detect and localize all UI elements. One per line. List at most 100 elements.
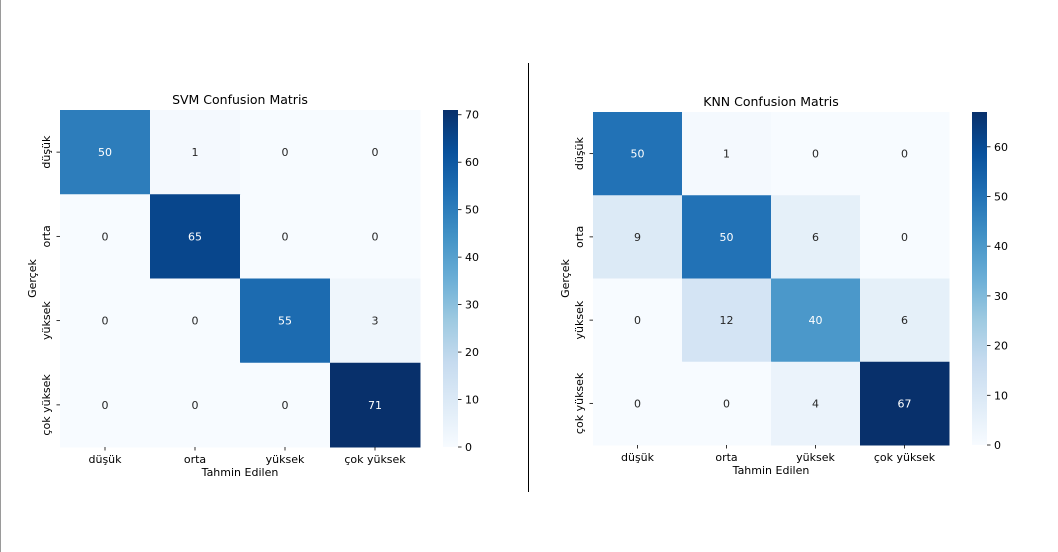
heatmap-cell (771, 278, 861, 363)
heatmap-cell (593, 361, 683, 446)
cell-value-label: 1 (192, 146, 199, 159)
colorbar-tick-label: 50 (994, 190, 1008, 203)
y-axis-label: Gerçek (26, 258, 39, 297)
cell-value-label: 50 (631, 148, 645, 161)
heatmap-cell (240, 194, 331, 279)
heatmap-cell (682, 278, 772, 363)
colorbar-tick-label: 70 (465, 109, 479, 122)
colorbar-tick-label: 50 (465, 204, 479, 217)
colorbar (443, 110, 458, 447)
x-axis-label: Tahmin Edilen (201, 466, 279, 479)
y-axis-label: Gerçek (559, 258, 572, 297)
x-tick-label: düşük (88, 453, 122, 466)
colorbar-tick-label: 0 (994, 439, 1001, 452)
cell-value-label: 12 (720, 314, 734, 327)
x-tick-label: yüksek (266, 453, 305, 466)
y-tick-label: yüksek (40, 301, 53, 340)
cell-value-label: 0 (282, 230, 289, 243)
colorbar-tick-label: 30 (994, 290, 1008, 303)
cell-value-label: 50 (720, 231, 734, 244)
heatmap-cell (330, 278, 421, 364)
y-tick-label: yüksek (573, 300, 586, 339)
cell-value-label: 0 (372, 146, 379, 159)
cell-value-label: 0 (901, 231, 908, 244)
x-tick-label: orta (715, 451, 737, 464)
cell-value-label: 0 (634, 314, 641, 327)
heatmap-cell (593, 195, 683, 279)
cell-value-label: 0 (282, 399, 289, 412)
heatmap-cell (150, 110, 241, 195)
x-tick-label: çok yüksek (874, 451, 936, 464)
x-tick-label: düşük (621, 451, 655, 464)
cell-value-label: 71 (368, 399, 382, 412)
x-axis-label: Tahmin Edilen (732, 464, 810, 477)
cell-value-label: 0 (102, 315, 109, 328)
heatmap-cell (150, 362, 241, 448)
y-tick-label: düşük (573, 136, 586, 170)
cell-value-label: 0 (812, 148, 819, 161)
heatmap-cell (593, 112, 683, 196)
colorbar-tick-label: 20 (994, 340, 1008, 353)
colorbar-tick-label: 10 (994, 389, 1008, 402)
heatmap-cell (60, 362, 151, 448)
heatmap-cell (240, 362, 331, 448)
heatmap-cell (240, 278, 331, 364)
cell-value-label: 0 (192, 315, 199, 328)
y-tick-label: çok yüksek (573, 372, 586, 434)
heatmap-cell (150, 194, 241, 279)
y-tick-label: düşük (40, 135, 53, 169)
cell-value-label: 0 (102, 230, 109, 243)
heatmap-cell (150, 278, 241, 364)
window-left-edge (0, 0, 1, 552)
cell-value-label: 50 (98, 146, 112, 159)
cell-value-label: 55 (278, 315, 292, 328)
heatmap-cell (682, 112, 772, 196)
cell-value-label: 0 (372, 230, 379, 243)
cell-value-label: 4 (812, 397, 819, 410)
cell-value-label: 65 (188, 230, 202, 243)
colorbar-tick-label: 20 (465, 346, 479, 359)
heatmap-cell (330, 362, 421, 448)
y-tick-label: çok yüksek (40, 374, 53, 436)
heatmap-cell (60, 194, 151, 279)
colorbar-tick-label: 60 (465, 156, 479, 169)
heatmap-cell (771, 361, 861, 446)
cell-value-label: 0 (282, 146, 289, 159)
cell-value-label: 9 (634, 231, 641, 244)
cell-value-label: 0 (192, 399, 199, 412)
cell-value-label: 0 (723, 397, 730, 410)
colorbar (972, 112, 987, 445)
heatmap-cell (330, 194, 421, 279)
heatmap-cell (593, 278, 683, 363)
cell-value-label: 6 (812, 231, 819, 244)
heatmap-cell (860, 112, 950, 196)
x-tick-label: yüksek (796, 451, 835, 464)
y-tick-label: orta (40, 225, 53, 247)
heatmap-cell (860, 278, 950, 363)
cell-value-label: 6 (901, 314, 908, 327)
heatmap-cell (330, 110, 421, 195)
colorbar-tick-label: 30 (465, 299, 479, 312)
x-tick-label: çok yüksek (344, 453, 406, 466)
cell-value-label: 40 (809, 314, 823, 327)
heatmap-cell (682, 361, 772, 446)
heatmap-cell (860, 361, 950, 446)
heatmap-cell (240, 110, 331, 195)
colorbar-tick-label: 10 (465, 394, 479, 407)
heatmap-cell (60, 278, 151, 364)
chart-title: KNN Confusion Matris (703, 94, 839, 109)
cell-value-label: 3 (372, 315, 379, 328)
heatmap-cell (860, 195, 950, 279)
x-tick-label: orta (184, 453, 206, 466)
heatmap-cell (771, 112, 861, 196)
chart-title: SVM Confusion Matris (172, 92, 308, 107)
heatmap-cell (682, 195, 772, 279)
colorbar-tick-label: 0 (465, 441, 472, 454)
heatmap-cell (60, 110, 151, 195)
colorbar-tick-label: 60 (994, 141, 1008, 154)
y-tick-label: orta (573, 226, 586, 248)
cell-value-label: 0 (102, 399, 109, 412)
